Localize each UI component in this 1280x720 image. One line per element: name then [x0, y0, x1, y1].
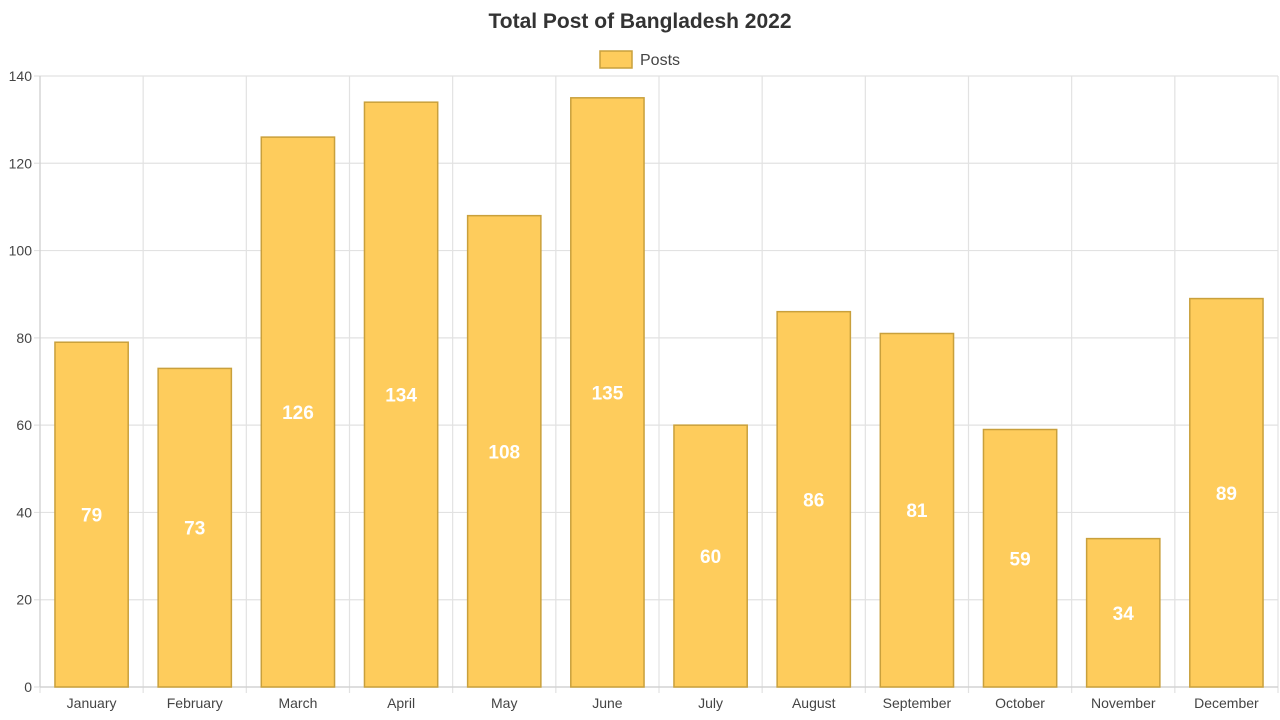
x-tick-label: August — [792, 695, 836, 711]
legend-label: Posts — [640, 52, 680, 69]
y-tick-label: 140 — [9, 68, 33, 84]
bar-january[interactable] — [54, 341, 129, 688]
legend-swatch — [599, 50, 633, 69]
x-tick-label: November — [1091, 695, 1156, 711]
y-tick-label: 60 — [16, 417, 32, 433]
x-tick-label: December — [1194, 695, 1259, 711]
grid — [34, 75, 1279, 693]
data-label: 89 — [1216, 484, 1237, 505]
bar-april[interactable] — [363, 101, 439, 688]
bar-march[interactable] — [260, 136, 336, 688]
x-tick-label: April — [387, 695, 415, 711]
bar-november[interactable] — [1085, 537, 1161, 688]
x-tick-label: March — [278, 695, 317, 711]
data-label: 59 — [1010, 549, 1031, 570]
y-tick-label: 40 — [16, 504, 32, 520]
bar-may[interactable] — [466, 214, 542, 688]
data-label: 34 — [1113, 604, 1135, 625]
x-tick-label: February — [167, 695, 223, 711]
legend[interactable]: Posts — [599, 50, 680, 69]
x-tick-label: May — [491, 695, 517, 711]
data-label: 81 — [906, 501, 928, 522]
chart-title: Total Post of Bangladesh 2022 — [488, 10, 791, 33]
data-label: 86 — [803, 490, 824, 511]
data-label: 108 — [488, 442, 520, 463]
bar-february[interactable] — [157, 367, 233, 688]
bar-labels: 79 73 126 134 108 135 60 86 81 59 34 89 — [81, 383, 1237, 624]
data-label: 126 — [282, 403, 314, 424]
bar-august[interactable] — [776, 310, 852, 688]
bars — [54, 97, 1264, 688]
data-label: 79 — [81, 506, 102, 527]
bar-september[interactable] — [879, 332, 955, 688]
y-tick-label: 0 — [24, 679, 32, 695]
x-tick-label: June — [592, 695, 623, 711]
bar-july[interactable] — [673, 424, 748, 688]
y-tick-label: 20 — [16, 592, 32, 608]
data-label: 60 — [700, 547, 721, 568]
bar-june[interactable] — [570, 97, 645, 688]
y-tick-label: 100 — [9, 243, 33, 259]
data-label: 134 — [385, 386, 417, 407]
x-tick-label: July — [698, 695, 723, 711]
y-tick-label: 80 — [16, 330, 32, 346]
data-label: 135 — [592, 383, 624, 404]
y-tick-label: 120 — [9, 155, 33, 171]
axes: 0 20 40 60 80 100 120 140 January February March Ap… — [9, 68, 1278, 711]
x-tick-label: October — [995, 695, 1045, 711]
x-tick-label: January — [67, 695, 117, 711]
data-label: 73 — [184, 519, 205, 540]
x-tick-label: September — [883, 695, 952, 711]
bar-december[interactable] — [1189, 297, 1264, 688]
bar-october[interactable] — [982, 428, 1058, 688]
